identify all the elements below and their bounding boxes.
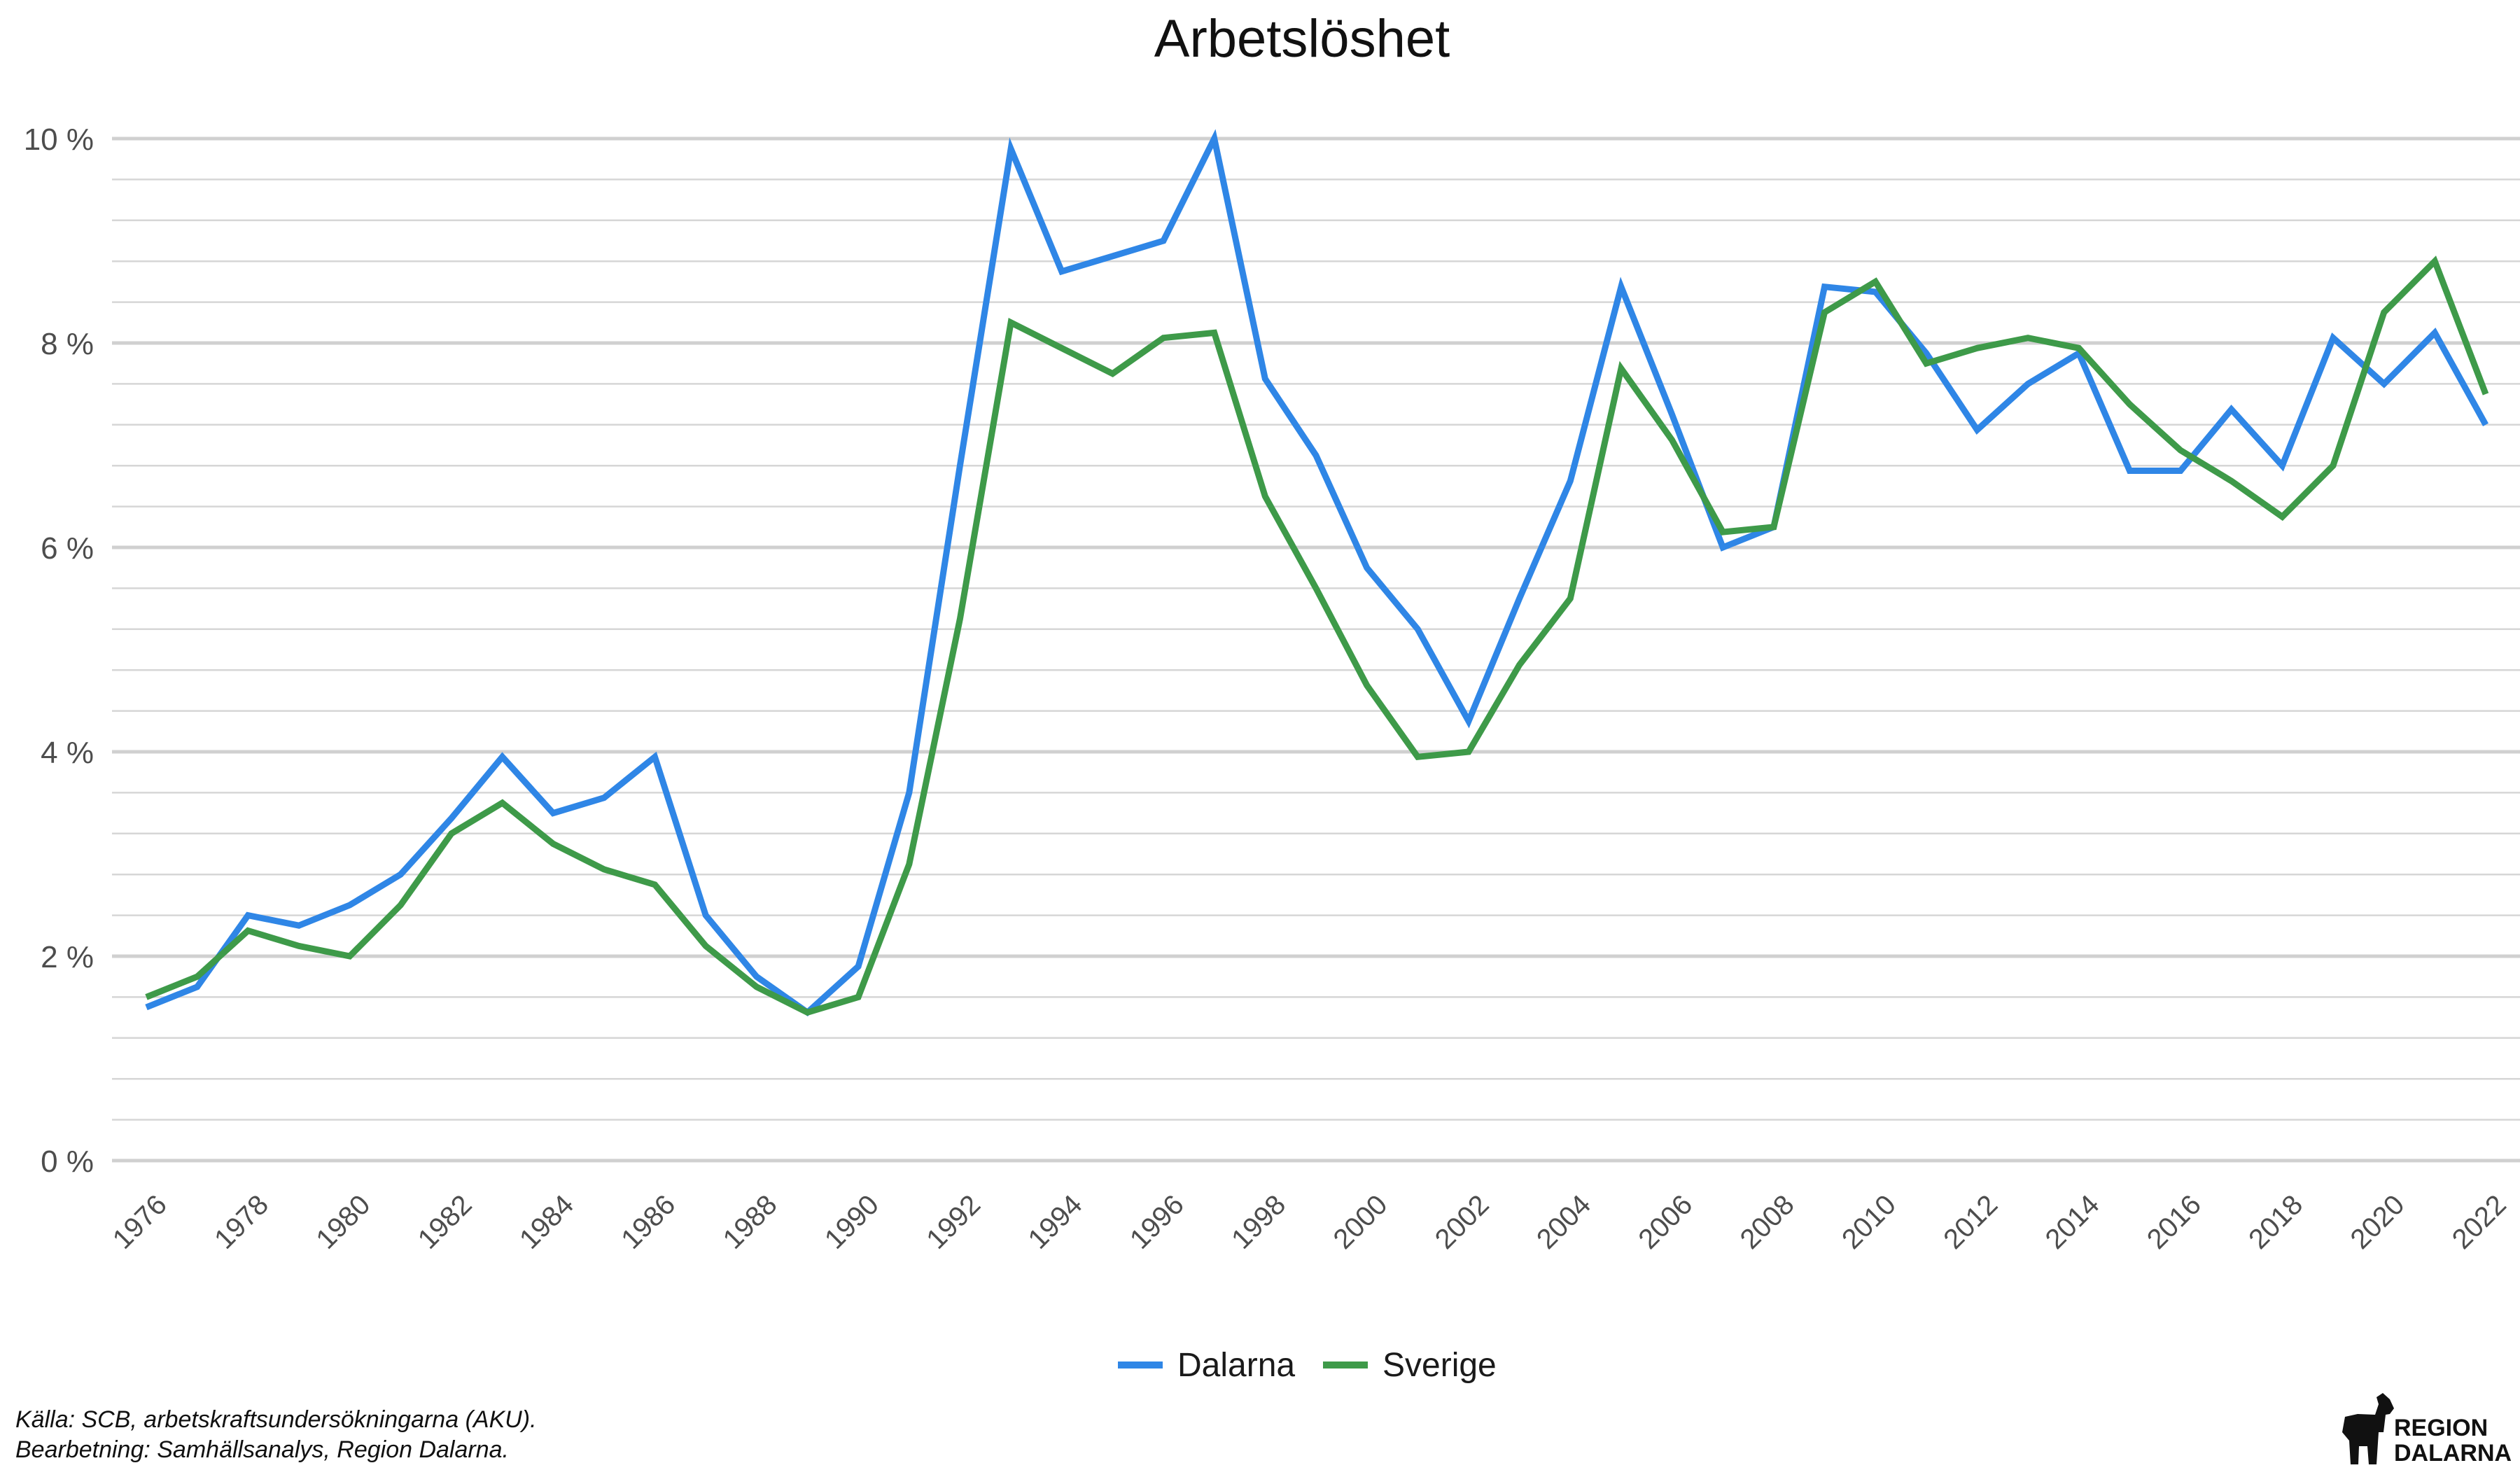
series-line-dalarna — [145, 129, 2488, 1017]
x-tick-label: 1978 — [209, 1189, 274, 1255]
x-tick-label: 2000 — [1327, 1189, 1393, 1255]
y-axis-ticks: 0 % 2 % 4 % 6 % 8 % 10 % — [24, 122, 94, 1179]
x-tick-label: 2008 — [1735, 1189, 1800, 1255]
x-tick-label: 1984 — [514, 1189, 580, 1255]
x-tick-label: 2018 — [2243, 1189, 2309, 1255]
x-tick-label: 1990 — [819, 1189, 885, 1255]
x-tick-label: 1998 — [1226, 1189, 1292, 1255]
legend-label-sverige: Sverige — [1382, 1347, 1497, 1384]
x-tick-label: 1992 — [920, 1189, 986, 1255]
y-tick-label: 10 % — [24, 122, 94, 157]
logo-line-2: DALARNA — [2394, 1440, 2512, 1466]
gridlines — [112, 136, 2520, 1163]
x-tick-label: 2016 — [2141, 1189, 2207, 1255]
x-tick-label: 1976 — [107, 1189, 173, 1255]
x-tick-label: 1994 — [1023, 1189, 1088, 1255]
x-axis-ticks: 1976 1978 1980 1982 1984 1986 1988 1990 1992 1994… — [107, 1189, 2512, 1255]
series-line-sverige — [145, 255, 2489, 1016]
x-tick-label: 2006 — [1632, 1189, 1698, 1255]
x-tick-label: 1988 — [718, 1189, 783, 1255]
x-tick-label: 2004 — [1531, 1189, 1597, 1255]
legend-label-dalarna: Dalarna — [1177, 1347, 1295, 1384]
logo-line-1: REGION — [2394, 1415, 2488, 1441]
region-dalarna-logo: REGION DALARNA — [2342, 1393, 2512, 1466]
source-note: Källa: SCB, arbetskraftsundersökningarna… — [15, 1406, 537, 1433]
chart-title: Arbetslöshet — [1154, 9, 1450, 69]
x-tick-label: 1982 — [412, 1189, 478, 1255]
x-tick-label: 2014 — [2040, 1189, 2106, 1255]
x-tick-label: 2022 — [2446, 1189, 2512, 1255]
legend: Dalarna Sverige — [1118, 1347, 1497, 1384]
x-tick-label: 2002 — [1429, 1189, 1495, 1255]
x-tick-label: 1996 — [1124, 1189, 1190, 1255]
y-tick-label: 4 % — [41, 736, 94, 770]
x-tick-label: 1986 — [615, 1189, 681, 1255]
processing-note: Bearbetning: Samhällsanalys, Region Dala… — [15, 1436, 509, 1463]
dala-horse-icon — [2342, 1393, 2394, 1464]
x-tick-label: 2010 — [1836, 1189, 1902, 1255]
series-lines — [145, 129, 2489, 1017]
y-tick-label: 2 % — [41, 940, 94, 974]
x-tick-label: 2012 — [1938, 1189, 2003, 1255]
y-tick-label: 0 % — [41, 1144, 94, 1179]
x-tick-label: 2020 — [2344, 1189, 2410, 1255]
x-tick-label: 1980 — [310, 1189, 376, 1255]
y-tick-label: 6 % — [41, 531, 94, 566]
y-tick-label: 8 % — [41, 327, 94, 361]
